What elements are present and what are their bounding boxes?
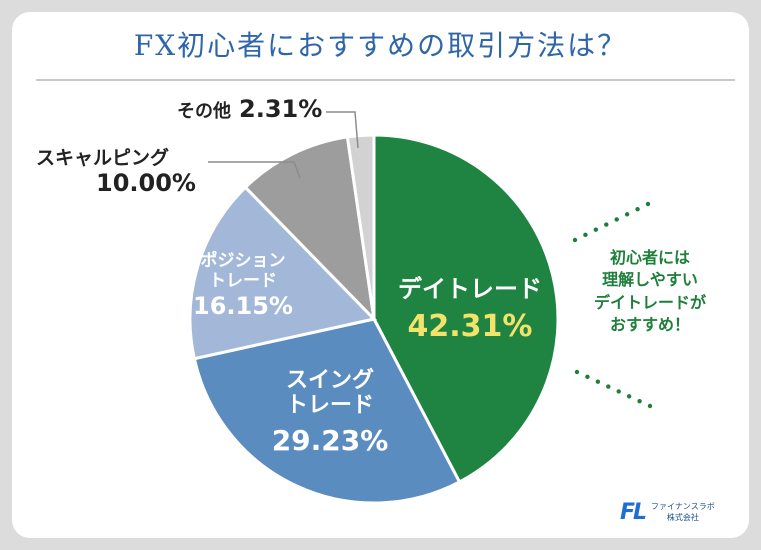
logo-text: ファイナンスラボ 株式会社 — [651, 502, 715, 523]
pie-slice-3 — [243, 135, 377, 324]
scalping-value: 10.00% — [96, 168, 196, 197]
callout-line1: 初心者には — [609, 248, 690, 267]
swing-name-line2: トレード — [285, 393, 374, 419]
day-trade-name: デイトレード — [398, 275, 542, 303]
swing-name-line1: スイング — [285, 368, 374, 393]
label-other: その他 2.31% — [177, 95, 323, 124]
callout-dots-bottom-dot — [626, 394, 632, 399]
company-logo: FL ファイナンスラボ 株式会社 — [620, 500, 715, 525]
page-title: FX初心者におすすめの取引方法は？ — [133, 29, 628, 62]
callout-dots-bottom-dot — [585, 374, 590, 380]
callout-dots-bottom-dot — [647, 403, 653, 409]
callout-dots-top-dot — [614, 217, 619, 222]
callout-line4: おすすめ！ — [609, 315, 690, 335]
pie-slice-2 — [188, 185, 377, 361]
day-trade-value: 42.31% — [407, 308, 533, 344]
callout-line2: 理解しやすい — [602, 270, 698, 290]
callout-dots-top-dot — [635, 206, 640, 212]
other-name: その他 — [177, 101, 231, 122]
scalping-name: スキャルピング — [36, 147, 170, 169]
label-swing-trade: スイング トレード 29.23% — [255, 368, 405, 457]
pie-slice-1 — [192, 317, 462, 505]
callout-dots-bottom-dot — [616, 389, 621, 394]
callout-note: 初心者には 理解しやすい デイトレードが おすすめ！ — [560, 247, 740, 337]
callout-dots-top-dot — [583, 232, 588, 238]
label-day-trade: デイトレード 42.31% — [385, 275, 555, 344]
leader-line-scalping — [208, 161, 301, 179]
other-value: 2.31% — [239, 95, 323, 123]
callout-dots-top-dot — [604, 222, 609, 227]
pie-slice-4 — [345, 133, 376, 320]
callout-dots-bottom-dot — [637, 398, 642, 404]
callout-dots-bottom-dot — [606, 384, 611, 389]
position-name-line1: ポジション — [200, 251, 286, 271]
label-position-trade: ポジション トレード 16.15% — [188, 251, 298, 321]
position-value: 16.15% — [193, 292, 293, 321]
label-scalping: スキャルピング 10.00% — [36, 147, 206, 197]
pie-slice-0 — [372, 133, 560, 484]
callout-line3: デイトレードが — [593, 292, 706, 312]
logo-company: 株式会社 — [666, 512, 699, 522]
leader-line-other — [326, 111, 359, 149]
logo-name: ファイナンスラボ — [651, 502, 715, 512]
callout-dots-bottom-dot — [595, 379, 601, 384]
callout-dots-bottom-dot — [574, 369, 580, 375]
callout-dots-top-dot — [624, 212, 630, 217]
logo-mark: FL — [620, 500, 647, 525]
title-divider — [36, 79, 735, 81]
callout-dots-top-dot — [572, 237, 578, 243]
swing-value: 29.23% — [271, 423, 389, 457]
callout-dots-top-dot — [645, 201, 651, 207]
callout-dots-top-dot — [593, 227, 599, 232]
position-name-line2: トレード — [209, 270, 277, 291]
